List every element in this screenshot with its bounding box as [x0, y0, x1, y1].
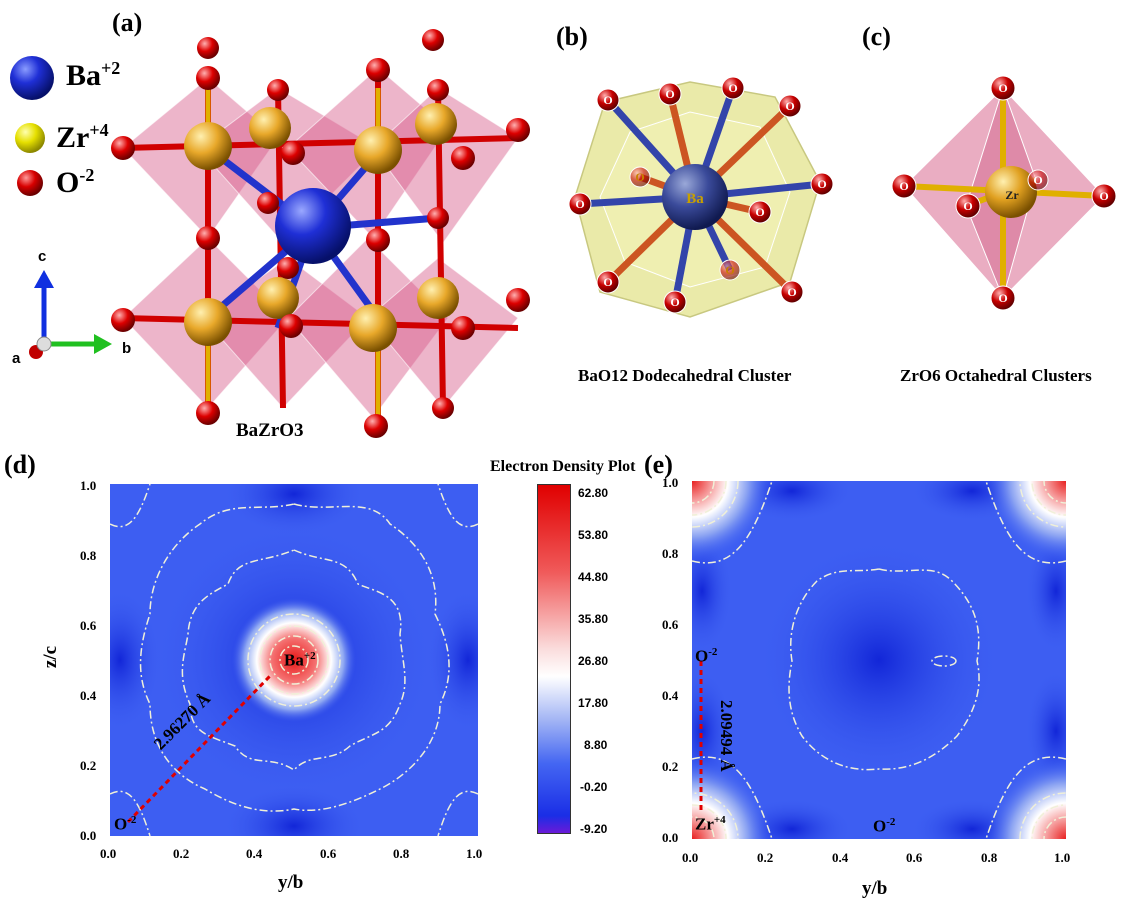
panel-b-caption: BaO12 Dodecahedral Cluster	[578, 366, 792, 385]
d-y-tick: 0.2	[80, 758, 97, 773]
colorbar-tick: 8.80	[584, 738, 608, 752]
d-x-tick: 0.8	[393, 846, 410, 861]
legend: Ba+2 Zr+4 O-2	[8, 52, 178, 202]
e-x-tick: 0.6	[906, 850, 923, 865]
svg-text:O: O	[998, 81, 1007, 95]
svg-text:O: O	[787, 285, 796, 299]
svg-text:O: O	[635, 170, 644, 184]
d-x-tick: 0.0	[100, 846, 117, 861]
colorbar-tick: 35.80	[578, 612, 609, 626]
panel-c-caption: ZrO6 Octahedral Clusters	[900, 366, 1092, 385]
panel-d-density-map	[110, 484, 478, 836]
panel-a-label: (a)	[112, 8, 143, 37]
panel-e-o-label: O-2	[873, 816, 896, 836]
panel-d-label: (d)	[4, 450, 36, 479]
o-swatch-icon	[17, 170, 43, 196]
d-x-tick: 1.0	[466, 846, 483, 861]
panel-c-label: (c)	[862, 22, 891, 51]
e-y-tick: 0.2	[662, 759, 679, 774]
e-y-tick: 0.0	[662, 830, 679, 845]
colorbar-tick: -9.20	[580, 822, 608, 836]
svg-text:O: O	[963, 199, 972, 213]
d-y-tick: 0.6	[80, 618, 97, 633]
colorbar-tick: 44.80	[578, 570, 609, 584]
svg-text:O: O	[755, 205, 764, 219]
d-x-tick: 0.4	[246, 846, 263, 861]
zr-center-label: Zr	[1005, 188, 1019, 202]
triad-c-label: c	[38, 248, 47, 265]
panel-d-ylabel: z/c	[40, 645, 62, 669]
e-x-tick: 0.8	[981, 850, 998, 865]
d-x-tick: 0.6	[320, 846, 337, 861]
e-y-tick: 1.0	[662, 475, 679, 490]
e-y-tick: 0.8	[662, 546, 679, 561]
panel-e-xlabel: y/b	[862, 878, 888, 899]
svg-text:O: O	[817, 177, 826, 191]
panel-d-ba-label: Ba+2	[284, 650, 316, 670]
e-x-tick: 0.0	[682, 850, 699, 865]
legend-ba: Ba+2	[66, 58, 121, 92]
e-y-tick: 0.6	[662, 617, 679, 632]
svg-text:O: O	[728, 81, 737, 95]
panel-e-density-map	[692, 481, 1066, 839]
d-y-tick: 0.8	[80, 548, 97, 563]
svg-text:O: O	[725, 263, 734, 277]
zro6-octahedral-cluster: Zr O O O O O O	[891, 75, 1117, 311]
svg-text:O: O	[998, 291, 1007, 305]
svg-text:O: O	[1033, 173, 1042, 187]
d-y-tick: 1.0	[80, 478, 97, 493]
triad-b-label: b	[122, 340, 132, 357]
ba-swatch-icon	[10, 56, 54, 100]
colorbar-tick: 17.80	[578, 696, 609, 710]
legend-zr: Zr+4	[56, 120, 109, 154]
panel-d-xlabel: y/b	[278, 872, 304, 893]
d-y-tick: 0.4	[80, 688, 97, 703]
colorbar-tick: -0.20	[580, 780, 608, 794]
svg-text:O: O	[603, 93, 612, 107]
colorbar	[537, 484, 571, 834]
panel-b-label: (b)	[556, 22, 588, 51]
d-x-tick: 0.2	[173, 846, 190, 861]
legend-o: O-2	[56, 165, 95, 199]
e-x-tick: 1.0	[1054, 850, 1071, 865]
panel-e-label: (e)	[644, 450, 673, 479]
colorbar-tick: 53.80	[578, 528, 609, 542]
bao12-dodecahedral-cluster: Ba O O O O O O O O O O O O	[568, 76, 834, 318]
panel-e-distance-label: 2.09494 Å	[717, 700, 736, 772]
panel-e-zr-label: Zr+4	[695, 814, 726, 834]
svg-text:O: O	[603, 275, 612, 289]
legend-swatches	[10, 56, 54, 196]
svg-text:O: O	[670, 295, 679, 309]
panel-e-top-o-label: O-2	[695, 646, 718, 666]
svg-text:O: O	[665, 87, 674, 101]
colorbar-tick: 62.80	[578, 486, 609, 500]
axis-triad: c a b	[8, 248, 148, 368]
panel-a-caption: BaZrO3	[236, 420, 304, 441]
ba-center-label: Ba	[686, 191, 704, 207]
e-y-tick: 0.4	[662, 688, 679, 703]
svg-text:O: O	[899, 179, 908, 193]
triad-a-label: a	[12, 350, 21, 367]
svg-text:O: O	[1099, 189, 1108, 203]
d-y-tick: 0.0	[80, 828, 97, 843]
colorbar-title: Electron Density Plot	[490, 458, 636, 475]
bazro3-crystal-structure	[111, 29, 530, 438]
svg-text:O: O	[575, 197, 584, 211]
zr-swatch-icon	[15, 123, 45, 153]
e-x-tick: 0.4	[832, 850, 849, 865]
svg-text:O: O	[785, 99, 794, 113]
panel-d-o-label: O-2	[114, 814, 137, 834]
e-x-tick: 0.2	[757, 850, 774, 865]
colorbar-tick: 26.80	[578, 654, 609, 668]
